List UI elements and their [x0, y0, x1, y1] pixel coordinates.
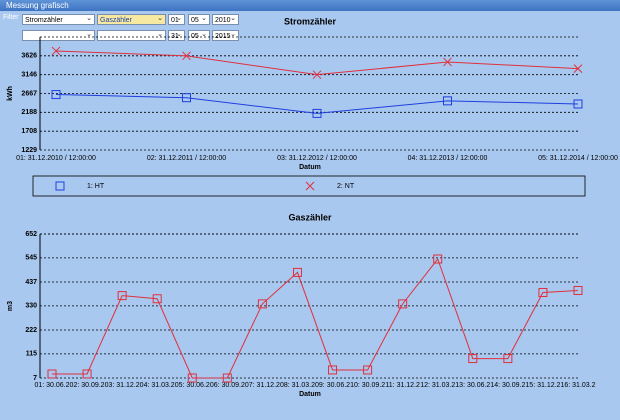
x-tick-label: 12: 31.03.2 — [420, 382, 455, 389]
marker — [292, 267, 302, 277]
x-tick-label: 13: 30.06.2 — [455, 382, 490, 389]
x-tick-label: 06: 30.09.2 — [210, 382, 245, 389]
series-line — [55, 50, 579, 76]
marker — [468, 354, 478, 364]
dropdown[interactable]: 05 — [188, 30, 210, 41]
marker — [328, 365, 338, 375]
x-tick-label: 02: 31.12.2011 / 12:00:00 — [147, 155, 226, 162]
y-tick-label: 330 — [25, 303, 37, 310]
dropdown[interactable]: 31 — [168, 30, 185, 41]
dropdown[interactable]: Stromzähler — [22, 14, 95, 25]
marker — [312, 108, 322, 118]
dropdown[interactable] — [22, 30, 95, 41]
x-tick-label: 05: 31.12.2014 / 12:00:00 — [538, 155, 618, 162]
y-tick-label: 2667 — [21, 90, 37, 97]
x-tick-label: 07: 31.12.2 — [245, 382, 280, 389]
marker — [51, 90, 61, 100]
marker — [187, 373, 197, 383]
dropdown[interactable]: 2015 — [212, 30, 239, 41]
marker — [51, 46, 61, 56]
marker — [573, 99, 583, 109]
marker — [182, 51, 191, 61]
x-tick-label: 01: 31.12.2010 / 12:00:00 — [16, 155, 96, 162]
x-tick-label: 15: 31.12.2 — [525, 382, 560, 389]
y-tick-label: 222 — [25, 327, 37, 334]
marker — [433, 254, 443, 264]
dropdown[interactable]: 01 — [168, 14, 185, 25]
x-axis-label: Datum — [299, 164, 321, 171]
dropdown[interactable]: 05 — [188, 14, 210, 25]
dropdown[interactable]: 2010 — [212, 14, 239, 25]
marker — [538, 287, 548, 297]
marker — [443, 57, 452, 67]
marker — [398, 299, 408, 309]
y-tick-label: 1708 — [21, 128, 37, 135]
legend-label: 1: HT — [87, 183, 105, 190]
marker — [117, 291, 127, 301]
chart-title: Stromzähler — [284, 16, 337, 26]
y-tick-label: 1229 — [21, 147, 37, 154]
legend-box — [32, 175, 586, 197]
marker — [312, 70, 322, 80]
marker — [573, 285, 583, 295]
y-axis-label: kWh — [7, 86, 14, 101]
y-tick-label: 3146 — [21, 72, 37, 79]
y-tick-label: 2188 — [21, 109, 37, 116]
y-tick-label: 3626 — [21, 53, 37, 60]
x-axis-label: Datum — [299, 391, 321, 398]
x-tick-label: 05: 30.06.2 — [175, 382, 210, 389]
y-tick-label: 115 — [26, 351, 37, 358]
x-tick-label: 01: 30.06.2 — [34, 382, 69, 389]
marker — [503, 354, 513, 364]
marker — [82, 369, 92, 379]
marker — [257, 299, 267, 309]
x-tick-label: 10: 30.09.2 — [350, 382, 385, 389]
dropdown[interactable] — [97, 30, 166, 41]
x-tick-label: 09: 30.06.2 — [315, 382, 350, 389]
marker — [55, 181, 65, 191]
marker — [222, 373, 232, 383]
filter-label: Filter — [3, 14, 19, 21]
x-tick-label: 08: 31.03.2 — [280, 382, 315, 389]
window-title: Messung grafisch — [0, 0, 620, 11]
y-tick-label: 7 — [33, 375, 37, 382]
chart-title: Gaszähler — [288, 212, 332, 222]
marker — [152, 294, 162, 304]
x-tick-label: 02: 30.09.2 — [70, 382, 105, 389]
marker — [573, 64, 583, 73]
dropdown[interactable]: Gaszähler — [97, 14, 166, 25]
series-line — [52, 257, 579, 379]
marker — [363, 365, 373, 375]
marker — [182, 93, 191, 103]
marker — [443, 96, 452, 106]
y-tick-label: 545 — [25, 255, 37, 262]
series-line — [55, 94, 579, 114]
x-tick-label: 03: 31.12.2012 / 12:00:00 — [277, 155, 357, 162]
x-tick-label: 11: 31.12.2 — [385, 382, 420, 389]
legend-label: 2: NT — [337, 183, 355, 190]
x-tick-label: 04: 31.03.2 — [140, 382, 175, 389]
y-tick-label: 437 — [25, 279, 37, 286]
x-tick-label: 14: 30.09.2 — [490, 382, 525, 389]
x-tick-label: 03: 31.12.2 — [105, 382, 140, 389]
marker — [305, 181, 315, 191]
y-tick-label: 652 — [25, 231, 37, 238]
y-axis-label: m3 — [7, 301, 14, 311]
x-tick-label: 04: 31.12.2013 / 12:00:00 — [408, 155, 488, 162]
marker — [47, 369, 57, 379]
x-tick-label: 16: 31.03.2 — [560, 382, 595, 389]
